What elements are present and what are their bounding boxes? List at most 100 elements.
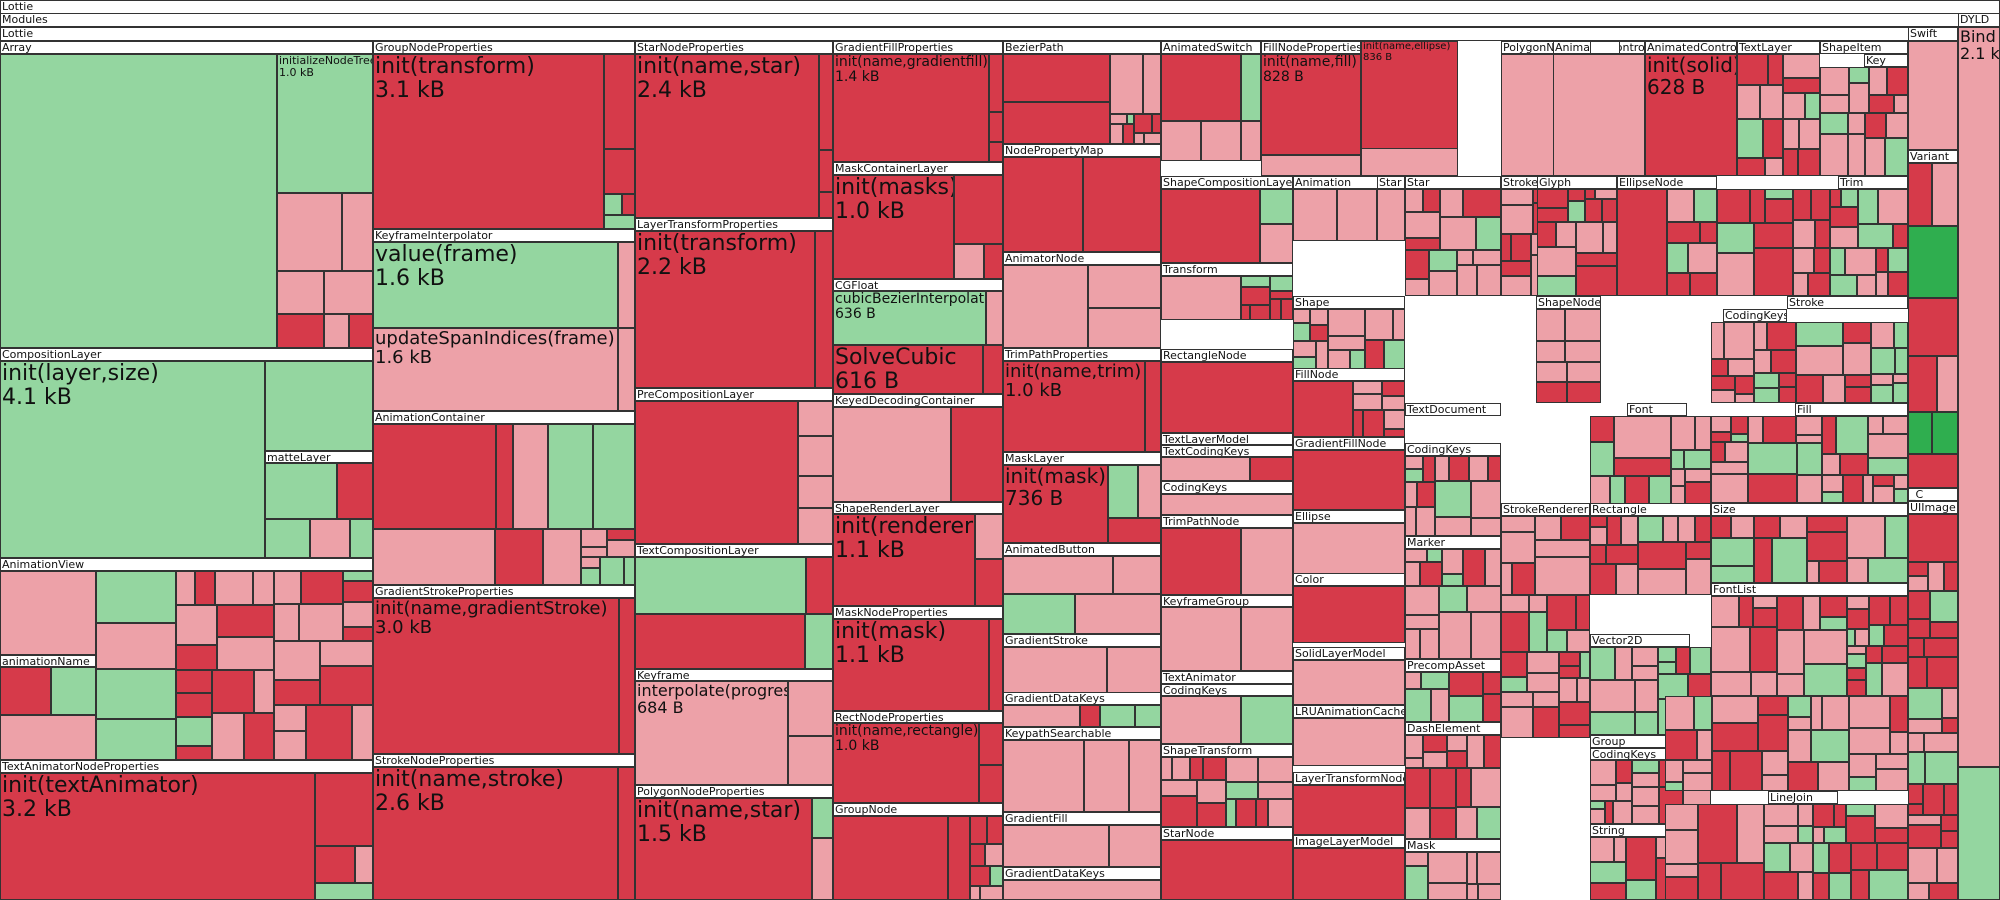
treemap-cell[interactable] [1686,542,1711,559]
treemap-cell[interactable] [1830,248,1845,275]
treemap-cell[interactable] [1737,158,1765,176]
treemap-node-init-name-rectangle[interactable]: init(name,rectangle) 1.0 kB [833,723,979,803]
treemap-cell[interactable] [1847,609,1869,629]
treemap-cell[interactable] [1293,848,1405,900]
treemap-cell[interactable] [1337,189,1377,241]
treemap-cell[interactable] [1260,224,1293,263]
treemap-cell[interactable] [1328,309,1365,336]
treemap-cell[interactable] [1737,804,1764,863]
treemap-cell[interactable] [1365,340,1384,369]
treemap-cell[interactable] [1565,309,1601,341]
treemap-cell[interactable] [1384,340,1405,369]
treemap-cell[interactable] [1725,442,1748,462]
group-header-shapetransform[interactable]: ShapeTransform [1161,744,1293,757]
group-header-animatedcontrol[interactable]: AnimatedControl [1645,41,1737,54]
treemap-cell[interactable] [1908,356,1937,412]
group-header-masknodeproperties[interactable]: MaskNodeProperties [833,606,1003,619]
treemap-cell[interactable] [1405,852,1428,866]
treemap-cell[interactable] [1110,124,1123,144]
treemap-cell[interactable] [1590,809,1605,824]
treemap-cell[interactable] [299,604,343,641]
group-header-transform[interactable]: Transform [1161,263,1293,276]
treemap-cell[interactable] [618,242,635,328]
group-header-marker[interactable]: Marker [1405,536,1501,549]
treemap-cell[interactable] [1811,696,1822,730]
treemap-cell[interactable] [1822,416,1836,454]
treemap-cell[interactable] [1559,725,1590,738]
treemap-cell[interactable] [1768,54,1783,85]
group-header-array[interactable]: Array [0,41,373,54]
group-header-size[interactable]: Size [1711,503,1908,516]
treemap-cell[interactable] [1260,189,1293,224]
treemap-cell[interactable] [1161,494,1293,515]
group-header-masklayer[interactable]: MaskLayer [1003,452,1161,465]
treemap-cell[interactable] [1820,134,1848,176]
group-header-shape[interactable]: Shape [1293,296,1405,309]
treemap-cell[interactable] [1728,359,1754,376]
treemap-cell[interactable] [310,519,350,558]
treemap-cell[interactable] [1871,348,1895,374]
treemap-cell[interactable] [1866,646,1882,663]
treemap-cell[interactable] [1754,538,1772,583]
treemap-cell[interactable] [581,529,607,547]
treemap-node-init-textanimator[interactable]: init(textAnimator) 3.2 kB [0,773,315,900]
treemap-cell[interactable] [1711,376,1735,390]
treemap-cell[interactable] [798,436,833,476]
treemap-cell[interactable] [1405,689,1431,722]
group-header-star-2[interactable]: Star [1405,176,1501,189]
treemap-cell[interactable] [1932,163,1958,226]
treemap-cell[interactable] [1771,350,1796,373]
treemap-cell[interactable] [343,581,373,602]
treemap-cell[interactable] [1865,113,1886,138]
treemap-cell[interactable] [1765,199,1793,223]
group-header-fillnodeproperties[interactable]: FillNodeProperties [1261,41,1361,54]
treemap-cell[interactable] [1293,341,1316,357]
treemap-cell[interactable] [277,271,324,314]
treemap-cell[interactable] [1485,549,1501,586]
treemap-cell[interactable] [1925,752,1958,784]
treemap-cell[interactable] [1585,199,1602,222]
treemap-cell[interactable] [1484,735,1501,768]
treemap-cell[interactable] [1088,308,1161,348]
treemap-cell[interactable] [1559,702,1590,725]
treemap-cell[interactable] [1845,375,1871,387]
treemap-cell[interactable] [1843,475,1863,503]
treemap-cell[interactable] [1937,848,1958,883]
group-header-textcodingkeys[interactable]: TextCodingKeys [1161,445,1293,457]
treemap-cell[interactable] [1665,877,1698,900]
treemap-cell[interactable] [1226,799,1236,827]
treemap-cell[interactable] [320,666,373,705]
treemap-cell[interactable] [324,314,349,348]
treemap-cell[interactable] [1730,751,1762,791]
treemap-cell[interactable] [96,623,176,669]
treemap-cell[interactable] [274,604,299,641]
treemap-cell[interactable] [1590,883,1626,900]
treemap-cell[interactable] [1748,474,1797,503]
treemap-cell[interactable] [1435,517,1471,536]
group-header-solidlayermodel[interactable]: SolidLayerModel [1293,647,1405,660]
treemap-cell[interactable] [1822,454,1840,475]
treemap-cell[interactable] [1447,751,1467,768]
treemap-node-init-layer-size[interactable]: init(layer,size) 4.1 kB [0,361,265,558]
treemap-cell[interactable] [1762,775,1788,791]
treemap-cell[interactable] [948,816,970,900]
treemap-cell[interactable] [1621,516,1638,545]
treemap-cell[interactable] [1483,672,1501,694]
treemap-cell[interactable] [1739,596,1753,627]
treemap-cell[interactable] [1754,248,1793,296]
treemap-cell[interactable] [1501,532,1535,563]
group-header-shapeitem[interactable]: ShapeItem [1820,41,1908,54]
treemap-cell[interactable] [212,713,244,760]
treemap-cell[interactable] [624,557,635,585]
treemap-cell[interactable] [1268,799,1293,827]
treemap-cell[interactable] [1405,279,1429,296]
treemap-cell[interactable] [1226,757,1258,782]
treemap-cell[interactable] [1405,866,1428,900]
treemap-cell[interactable] [1477,852,1501,884]
treemap-cell[interactable] [1811,730,1849,762]
treemap-cell[interactable] [1847,629,1855,646]
treemap-cell[interactable] [1882,646,1908,663]
treemap-cell[interactable] [1501,516,1535,532]
group-header-nodepropertymap[interactable]: NodePropertyMap [1003,144,1161,157]
treemap-cell[interactable] [1501,563,1512,595]
